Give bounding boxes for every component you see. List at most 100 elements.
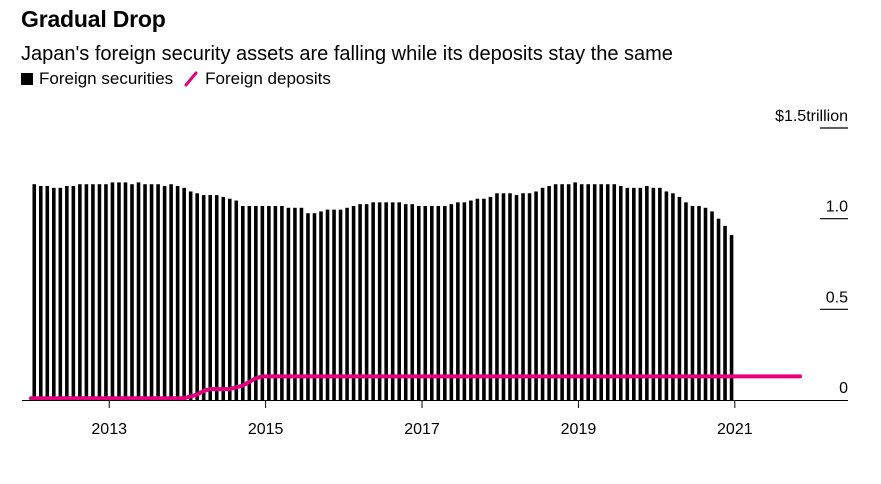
bar-foreign-securities	[618, 186, 623, 400]
chart-subtitle: Japan's foreign security assets are fall…	[21, 43, 673, 65]
bar-foreign-securities	[384, 202, 388, 400]
bar-foreign-securities	[632, 187, 636, 400]
bar-foreign-securities	[221, 196, 226, 400]
bar-foreign-securities	[143, 184, 147, 400]
bar-foreign-securities	[319, 211, 323, 400]
bar-foreign-securities	[521, 193, 525, 400]
bar-foreign-securities	[208, 195, 212, 400]
bar-foreign-securities	[351, 205, 356, 400]
bar-foreign-securities	[84, 184, 89, 400]
bar-foreign-securities	[540, 187, 545, 400]
bar-foreign-securities	[625, 187, 630, 400]
bar-foreign-securities	[658, 187, 662, 400]
legend-line-icon	[184, 71, 198, 87]
bar-foreign-securities	[299, 207, 304, 400]
bar-foreign-securities	[117, 182, 121, 400]
x-tick-label: 2015	[248, 421, 284, 438]
bar-foreign-securities	[364, 204, 369, 400]
bar-foreign-securities	[52, 187, 56, 400]
bar-foreign-securities	[710, 211, 714, 400]
bar-foreign-securities	[345, 207, 349, 400]
bar-foreign-securities	[247, 205, 252, 400]
y-tick-label: $1.5trillion	[775, 108, 848, 125]
bar-foreign-securities	[416, 205, 421, 400]
bar-foreign-securities	[592, 184, 597, 400]
bar-foreign-securities	[495, 193, 499, 400]
bar-foreign-securities	[586, 184, 590, 400]
bar-foreign-securities	[123, 182, 128, 400]
bar-foreign-securities	[410, 204, 415, 400]
bar-foreign-securities	[175, 186, 180, 400]
bar-foreign-securities	[462, 202, 467, 400]
bar-foreign-securities	[195, 193, 199, 400]
legend-label-foreign-deposits: Foreign deposits	[205, 69, 331, 88]
bar-foreign-securities	[690, 205, 695, 400]
y-tick-label: 0.5	[826, 289, 848, 306]
bar-foreign-securities	[38, 186, 43, 400]
bar-foreign-securities	[188, 191, 193, 400]
bar-foreign-securities	[475, 198, 480, 400]
bar-foreign-securities	[651, 187, 656, 400]
bar-foreign-securities	[214, 195, 219, 400]
bar-foreign-securities	[599, 184, 604, 400]
bar-foreign-securities	[403, 204, 408, 400]
bar-foreign-securities	[697, 205, 701, 400]
bar-foreign-securities	[156, 184, 160, 400]
bar-foreign-securities	[723, 225, 727, 400]
bar-foreign-securities	[638, 187, 643, 400]
bar-foreign-securities	[449, 204, 454, 400]
bar-foreign-securities	[729, 234, 734, 400]
bar-foreign-securities	[645, 186, 649, 400]
bar-foreign-securities	[566, 184, 571, 400]
bar-foreign-securities	[390, 202, 395, 400]
bar-foreign-securities	[605, 184, 610, 400]
bar-foreign-securities	[227, 198, 232, 400]
bar-foreign-securities	[65, 186, 69, 400]
y-tick-label: 0	[839, 380, 848, 397]
bar-foreign-securities	[482, 198, 486, 400]
bar-foreign-securities	[677, 196, 682, 400]
y-tick-label: 1.0	[826, 199, 848, 216]
line-foreign-deposits	[29, 374, 802, 401]
bar-foreign-securities	[260, 205, 265, 400]
bar-foreign-securities	[423, 205, 428, 400]
bar-foreign-securities	[716, 218, 721, 400]
bar-foreign-securities	[612, 184, 617, 400]
bar-foreign-securities	[469, 200, 473, 400]
bar-foreign-securities	[58, 187, 63, 400]
bar-foreign-securities	[508, 193, 512, 400]
bar-foreign-securities	[501, 193, 506, 400]
bar-foreign-securities	[671, 193, 675, 400]
bar-foreign-securities	[527, 193, 532, 400]
bar-foreign-securities	[110, 182, 115, 400]
legend-label-foreign-securities: Foreign securities	[39, 69, 174, 88]
bar-foreign-securities	[488, 196, 493, 400]
bar-foreign-securities	[104, 184, 108, 400]
bar-foreign-securities	[560, 184, 564, 400]
x-tick-label: 2021	[717, 421, 753, 438]
x-tick-label: 2017	[404, 421, 440, 438]
chart-title: Gradual Drop	[21, 6, 166, 32]
bar-foreign-securities	[32, 184, 37, 400]
legend-item-foreign-deposits: Foreign deposits	[183, 69, 331, 89]
bar-foreign-securities	[254, 205, 258, 400]
bar-foreign-securities	[267, 205, 271, 400]
bar-foreign-securities	[293, 207, 297, 400]
bar-foreign-securities	[703, 207, 708, 400]
bar-foreign-securities	[280, 205, 284, 400]
bar-foreign-securities	[579, 184, 584, 400]
bar-foreign-securities	[130, 184, 134, 400]
bar-foreign-securities	[436, 205, 441, 400]
bar-foreign-securities	[306, 213, 310, 400]
bar-foreign-securities	[182, 187, 186, 400]
bar-foreign-securities	[397, 202, 401, 400]
bar-foreign-securities	[332, 209, 336, 400]
bar-foreign-securities	[169, 184, 173, 400]
bar-foreign-securities	[430, 205, 434, 400]
bar-foreign-securities	[78, 184, 82, 400]
x-tick-label: 2013	[91, 421, 127, 438]
bar-foreign-securities	[162, 186, 167, 400]
bar-foreign-securities	[547, 186, 551, 400]
bar-foreign-securities	[286, 207, 291, 400]
